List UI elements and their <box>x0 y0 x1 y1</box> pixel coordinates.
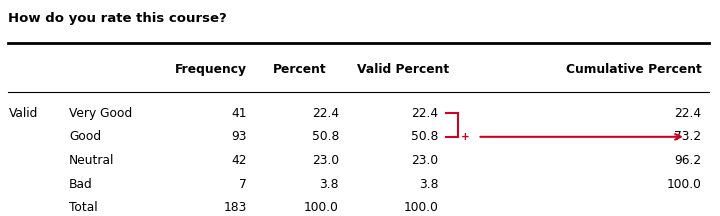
Text: Good: Good <box>69 130 101 143</box>
Text: 22.4: 22.4 <box>312 107 339 120</box>
Text: 73.2: 73.2 <box>675 130 701 143</box>
Text: Bad: Bad <box>69 178 93 191</box>
Text: 7: 7 <box>239 178 246 191</box>
Text: 3.8: 3.8 <box>320 178 339 191</box>
Text: Total: Total <box>69 201 97 214</box>
Text: Neutral: Neutral <box>69 154 114 167</box>
Text: Valid Percent: Valid Percent <box>357 64 449 76</box>
Text: 3.8: 3.8 <box>419 178 438 191</box>
Text: 23.0: 23.0 <box>411 154 438 167</box>
Text: 100.0: 100.0 <box>304 201 339 214</box>
Text: 42: 42 <box>231 154 246 167</box>
Text: How do you rate this course?: How do you rate this course? <box>9 12 228 25</box>
Text: Valid: Valid <box>9 107 38 120</box>
Text: 50.8: 50.8 <box>411 130 438 143</box>
Text: Frequency: Frequency <box>175 64 247 76</box>
Text: 100.0: 100.0 <box>667 178 701 191</box>
Text: 96.2: 96.2 <box>675 154 701 167</box>
Text: Very Good: Very Good <box>69 107 132 120</box>
Text: 22.4: 22.4 <box>411 107 438 120</box>
Text: 100.0: 100.0 <box>404 201 438 214</box>
Text: 22.4: 22.4 <box>675 107 701 120</box>
Text: 183: 183 <box>223 201 246 214</box>
Text: 23.0: 23.0 <box>312 154 339 167</box>
Text: 93: 93 <box>231 130 246 143</box>
Text: +: + <box>460 132 469 142</box>
Text: 50.8: 50.8 <box>312 130 339 143</box>
Text: Cumulative Percent: Cumulative Percent <box>566 64 702 76</box>
Text: Percent: Percent <box>273 64 327 76</box>
Text: 41: 41 <box>231 107 246 120</box>
